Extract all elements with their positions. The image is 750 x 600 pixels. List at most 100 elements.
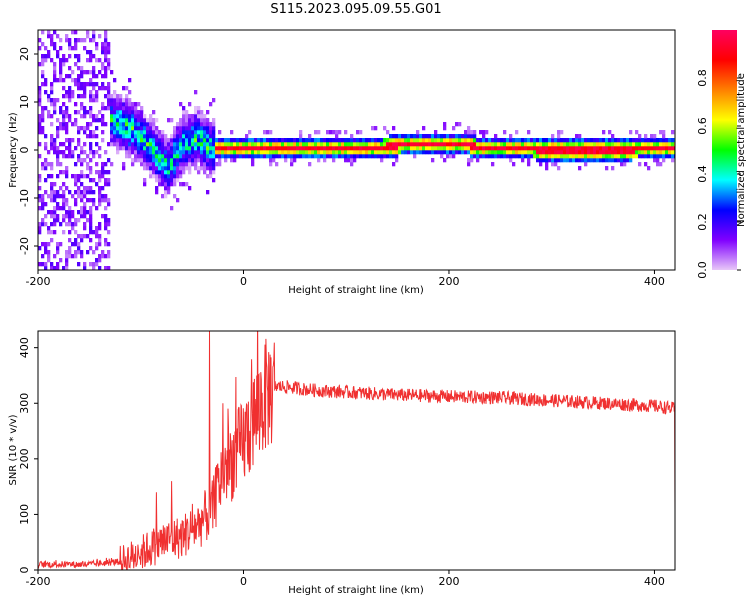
heatmap-cell (404, 142, 408, 147)
heatmap-cell (95, 126, 99, 131)
heatmap-cell (104, 54, 108, 59)
heatmap-cell (203, 134, 207, 139)
heatmap-cell (65, 262, 69, 267)
heatmap-cell (95, 114, 99, 119)
heatmap-cell (125, 142, 129, 147)
heatmap-cell (38, 194, 42, 199)
heatmap-cell (59, 242, 63, 247)
heatmap-cell (647, 146, 651, 151)
heatmap-cell (596, 146, 600, 151)
heatmap-cell (98, 234, 102, 239)
heatmap-cell (101, 194, 105, 199)
heatmap-cell (200, 134, 204, 139)
heatmap-cell (107, 106, 111, 111)
heatmap-cell (122, 138, 126, 143)
heatmap-cell (59, 110, 63, 115)
heatmap-cell (491, 146, 495, 151)
snr-x-ticks: -200 0 200 400 (26, 570, 665, 588)
heatmap-cell (503, 138, 507, 143)
heatmap-cell (617, 158, 621, 163)
heatmap-cell (431, 146, 435, 151)
heatmap-cell (590, 146, 594, 151)
heatmap-cell (209, 142, 213, 147)
heatmap-cell (485, 138, 489, 143)
heatmap-cell (527, 138, 531, 143)
heatmap-cell (296, 154, 300, 159)
heatmap-cell (587, 158, 591, 163)
heatmap-cell (356, 130, 360, 135)
heatmap-cell (452, 154, 456, 159)
heatmap-cell (218, 162, 222, 167)
heatmap-cell (143, 158, 147, 163)
heatmap-cell (188, 122, 192, 127)
heatmap-cell (107, 66, 111, 71)
heatmap-cell (65, 154, 69, 159)
heatmap-cell (41, 262, 45, 267)
heatmap-cell (203, 126, 207, 131)
heatmap-cell (587, 142, 591, 147)
heatmap-cell (125, 118, 129, 123)
heatmap-cell (575, 134, 579, 139)
heatmap-cell (407, 150, 411, 155)
heatmap-cell (428, 138, 432, 143)
heatmap-cell (110, 142, 114, 147)
heatmap-cell (194, 110, 198, 115)
heatmap-cell (92, 154, 96, 159)
heatmap-cell (188, 170, 192, 175)
heatmap-cell (140, 134, 144, 139)
heatmap-cell (80, 74, 84, 79)
heatmap-cell (179, 122, 183, 127)
heatmap-cell (152, 146, 156, 151)
heatmap-cell (92, 130, 96, 135)
heatmap-cell (641, 142, 645, 147)
heatmap-cell (44, 250, 48, 255)
heatmap-cell (41, 222, 45, 227)
heatmap-cell (179, 158, 183, 163)
heatmap-cell (164, 174, 168, 179)
heatmap-cell (173, 178, 177, 183)
heatmap-cell (77, 178, 81, 183)
heatmap-cell (641, 138, 645, 143)
heatmap-cell (218, 158, 222, 163)
heatmap-cell (620, 158, 624, 163)
heatmap-cell (263, 150, 267, 155)
heatmap-cell (185, 154, 189, 159)
heatmap-cell (476, 146, 480, 151)
heatmap-cell (533, 142, 537, 147)
heatmap-cell (185, 110, 189, 115)
heatmap-cell (215, 150, 219, 155)
heatmap-cell (302, 142, 306, 147)
heatmap-cell (554, 150, 558, 155)
heatmap-cell (74, 242, 78, 247)
heatmap-cell (500, 146, 504, 151)
heatmap-cell (263, 142, 267, 147)
heatmap-cell (182, 126, 186, 131)
heatmap-cell (530, 138, 534, 143)
heatmap-cell (146, 134, 150, 139)
heatmap-cell (92, 98, 96, 103)
heatmap-cell (281, 142, 285, 147)
heatmap-cell (56, 242, 60, 247)
heatmap-cell (128, 146, 132, 151)
heatmap-cell (179, 130, 183, 135)
heatmap-cell (104, 74, 108, 79)
heatmap-cell (356, 154, 360, 159)
heatmap-cell (572, 146, 576, 151)
heatmap-cell (158, 178, 162, 183)
heatmap-cell (179, 138, 183, 143)
heatmap-cell (62, 230, 66, 235)
heatmap-cell (59, 122, 63, 127)
heatmap-cell (152, 170, 156, 175)
heatmap-cell (650, 142, 654, 147)
heatmap-cell (392, 126, 396, 131)
heatmap-cell (74, 118, 78, 123)
heatmap-cell (431, 158, 435, 163)
heatmap-cell (641, 146, 645, 151)
heatmap-cell (656, 146, 660, 151)
heatmap-cell (341, 150, 345, 155)
heatmap-cell (95, 246, 99, 251)
heatmap-cell (656, 162, 660, 167)
heatmap-cell (53, 194, 57, 199)
heatmap-cell (104, 86, 108, 91)
heatmap-cell (506, 154, 510, 159)
